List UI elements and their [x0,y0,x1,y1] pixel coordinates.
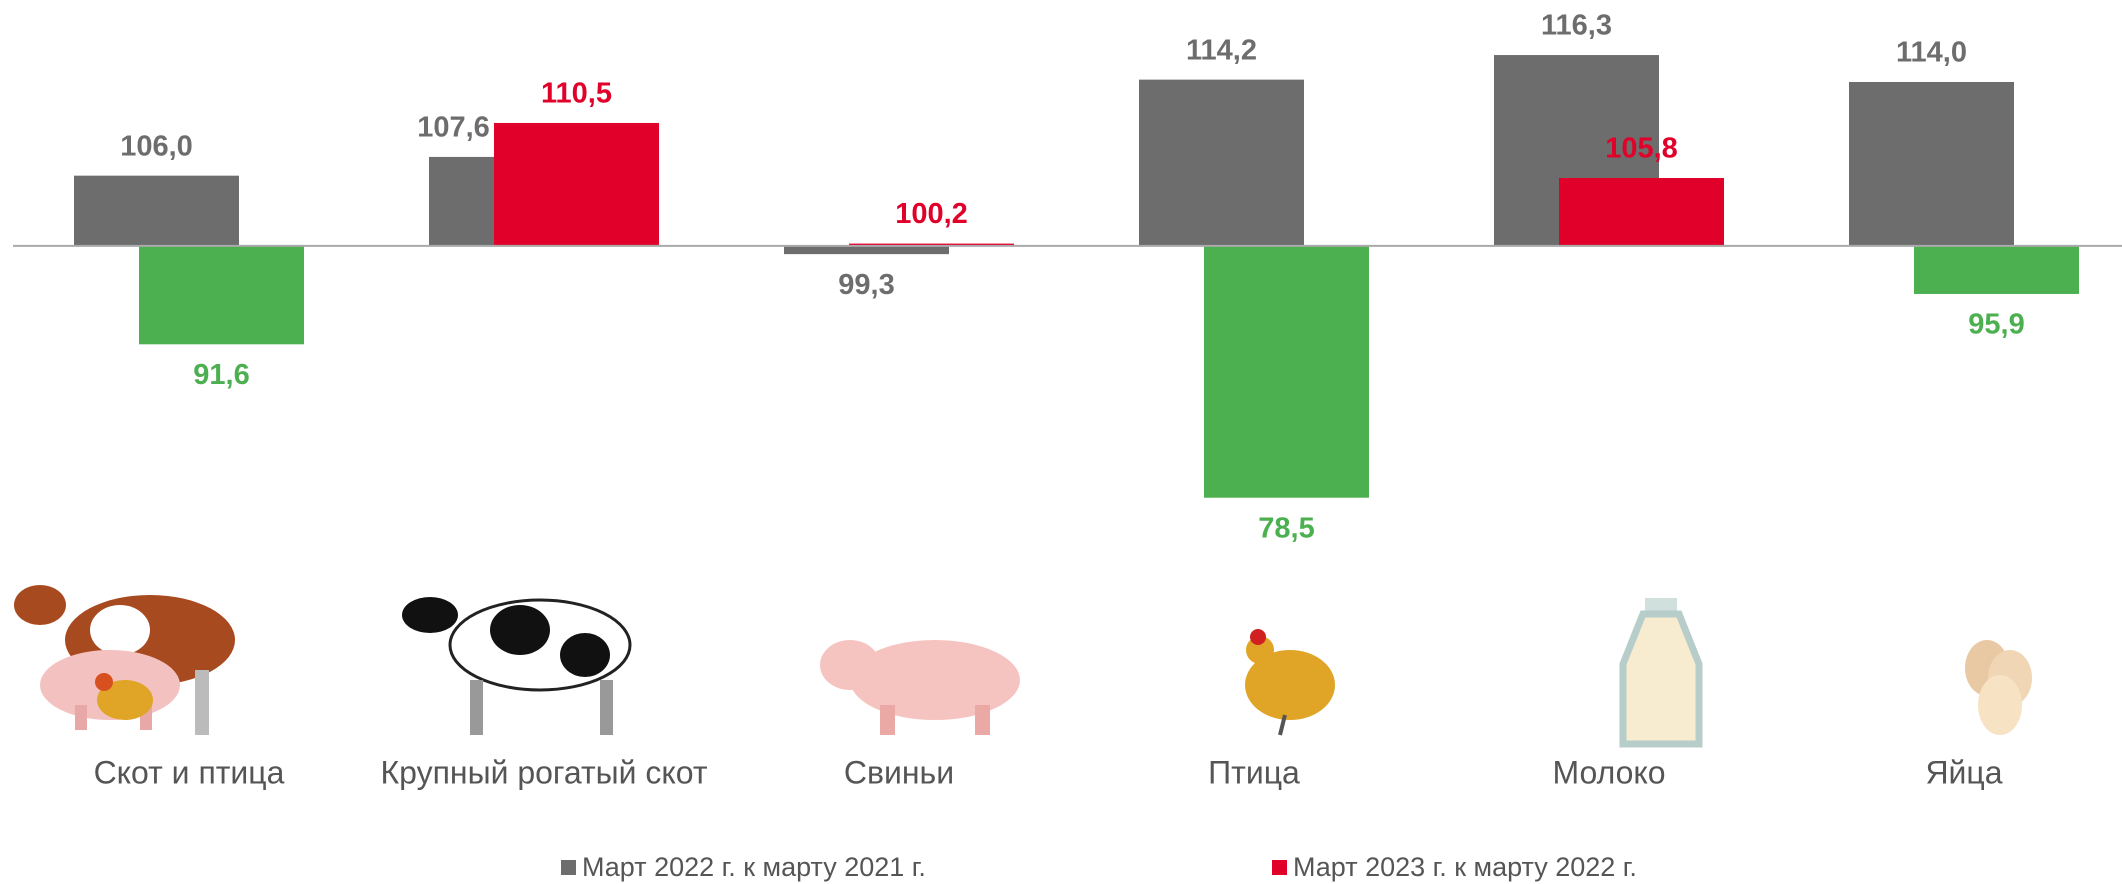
icon-chicken [1245,629,1335,736]
legend-label: Март 2023 г. к марту 2022 г. [1293,852,1637,882]
value-label: 114,2 [1186,34,1257,66]
bar [1849,81,2014,246]
value-label: 100,2 [895,198,968,230]
bar [1559,178,1724,246]
legend-label: Март 2022 г. к марту 2021 г. [582,852,926,882]
legend-swatch [561,860,576,875]
icons [14,585,2032,748]
value-label: 110,5 [541,78,612,110]
value-label: 99,3 [838,269,894,301]
x-tick-label: Птица [1208,754,1300,790]
value-label: 114,0 [1896,37,1967,69]
x-tick-label: Яйца [1925,754,2002,790]
bar [1139,79,1304,246]
icon-pig [820,640,1020,735]
bar [1204,245,1369,498]
value-label: 116,3 [1541,10,1612,42]
value-label: 105,8 [1605,133,1678,165]
icon-cattle [402,597,632,735]
bar [849,243,1014,246]
bar [74,175,239,246]
icon-cow-pig-chicken [14,585,235,735]
value-label: 107,6 [417,112,490,144]
value-label: 78,5 [1258,512,1314,544]
bar [494,122,659,246]
x-tick-label: Свиньи [844,754,954,790]
value-label: 95,9 [1968,309,2024,341]
bar [139,245,304,345]
bar [1914,245,2079,294]
bar [784,245,949,255]
icon-eggs [1965,640,2032,735]
x-tick-label: Крупный рогатый скот [380,754,707,790]
value-label: 106,0 [120,130,193,162]
legend-swatch [1272,860,1287,875]
icon-milk [1619,598,1703,748]
x-tick-label: Скот и птица [94,754,285,790]
x-tick-label: Молоко [1552,754,1665,790]
value-label: 91,6 [193,359,249,391]
